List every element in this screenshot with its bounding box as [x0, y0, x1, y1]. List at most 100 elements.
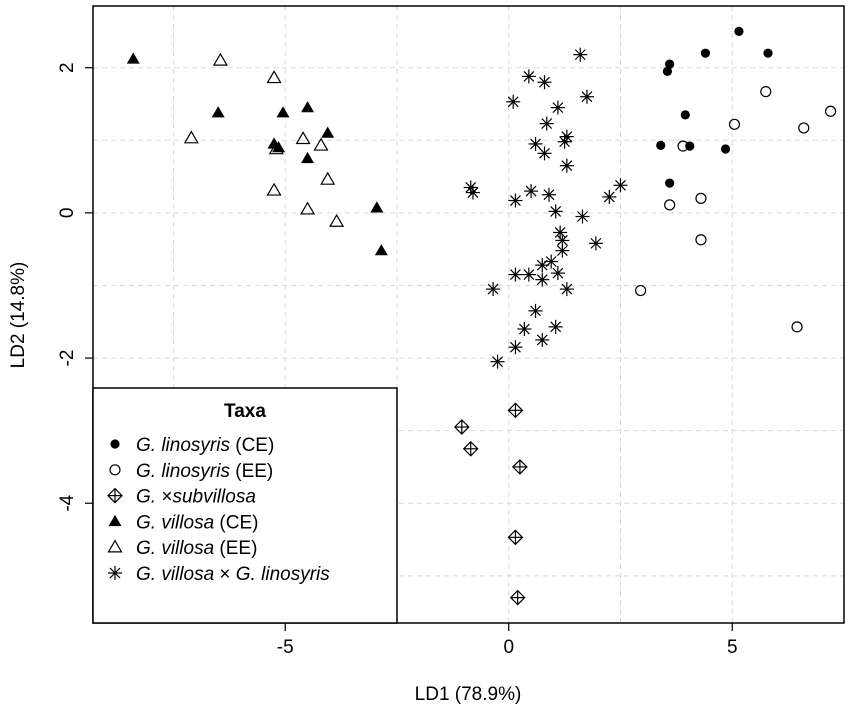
data-point — [734, 26, 744, 37]
legend-marker — [108, 514, 122, 527]
data-point — [559, 158, 574, 173]
data-point-d2 — [574, 49, 586, 61]
data-point — [700, 48, 711, 58]
data-point — [539, 116, 554, 131]
data-point — [517, 322, 532, 337]
legend-label: G. linosyris (EE) — [136, 461, 273, 482]
data-point — [506, 94, 521, 109]
legend-label-part: (CE) — [214, 512, 258, 533]
data-point-d2 — [530, 138, 541, 150]
legend-label: G. linosyris (CE) — [136, 435, 274, 456]
legend-label-part: subvillosa — [172, 487, 255, 508]
series-1 — [635, 86, 837, 333]
legend-label: G. ×subvillosa — [136, 487, 256, 508]
data-point — [490, 354, 505, 369]
data-point — [313, 137, 329, 151]
data-point — [695, 234, 707, 246]
series-5 — [463, 47, 628, 369]
data-point — [824, 105, 837, 117]
data-point-d2 — [536, 334, 548, 346]
data-point — [535, 258, 550, 273]
series-0 — [656, 26, 773, 188]
data-point — [512, 459, 528, 475]
data-point-d2 — [487, 283, 499, 295]
data-point — [720, 144, 731, 154]
legend-marker — [109, 464, 121, 476]
data-point — [465, 185, 480, 200]
legend-label-part: (EE) — [230, 461, 273, 482]
legend-marker — [107, 487, 123, 504]
data-point — [268, 141, 284, 155]
data-point-d2 — [523, 269, 535, 281]
data-point — [680, 110, 690, 120]
data-point — [212, 52, 228, 66]
series-4 — [183, 52, 345, 227]
data-point-d2 — [541, 118, 553, 130]
data-point-d2 — [530, 305, 541, 317]
legend-label-part: G. villosa — [136, 538, 214, 559]
x-tick-label: -5 — [277, 637, 294, 658]
data-point — [295, 131, 311, 145]
y-tick-label: -4 — [57, 494, 78, 511]
legend-label-part: G. villosa — [136, 564, 214, 585]
axis-ticks: -5 0 5 -4 -2 0 2 — [57, 62, 738, 658]
data-point — [665, 59, 675, 69]
data-point — [508, 267, 523, 282]
data-point — [559, 129, 574, 144]
data-point — [575, 209, 590, 224]
data-point — [276, 106, 290, 118]
data-point — [763, 48, 773, 58]
data-point — [507, 529, 524, 546]
data-point-d2 — [525, 185, 537, 197]
data-point — [528, 136, 543, 151]
data-point — [486, 282, 501, 297]
data-point — [462, 440, 479, 457]
data-point-d2 — [465, 182, 477, 193]
data-point — [183, 130, 199, 144]
data-point-d2 — [510, 195, 521, 206]
series-3 — [126, 52, 388, 256]
y-axis-title: LD2 (14.8%) — [8, 262, 29, 369]
data-point — [573, 47, 588, 62]
data-point — [320, 171, 336, 185]
data-point — [553, 225, 568, 240]
data-point — [579, 89, 594, 104]
data-point — [635, 284, 647, 297]
data-point-d2 — [552, 102, 564, 114]
data-point — [664, 199, 676, 211]
data-point — [555, 243, 570, 258]
data-point-d2 — [554, 227, 566, 238]
data-point — [613, 178, 628, 193]
data-point — [557, 134, 572, 149]
plot-frame — [92, 5, 845, 624]
data-point-d2 — [536, 274, 548, 286]
data-point-d2 — [518, 323, 530, 335]
legend-label-part: × — [214, 564, 236, 585]
data-point — [509, 589, 526, 606]
data-point-d2 — [550, 206, 562, 217]
grid-lines — [93, 6, 845, 623]
data-point — [559, 282, 574, 297]
data-point-d2 — [507, 96, 519, 108]
data-point — [301, 151, 315, 164]
data-point-d2 — [539, 147, 550, 159]
data-point — [453, 419, 470, 435]
data-point-d2 — [590, 237, 602, 249]
y-tick-label: 2 — [57, 62, 78, 73]
data-point-d2 — [543, 189, 555, 201]
legend-marker-d2 — [109, 567, 121, 579]
data-point — [374, 244, 388, 256]
legend-marker — [107, 539, 123, 553]
data-point — [508, 193, 523, 208]
data-point — [300, 201, 316, 215]
legend-title: Taxa — [224, 401, 266, 422]
data-point — [370, 201, 384, 213]
legend-label-part: (EE) — [214, 538, 257, 559]
data-point-d2 — [510, 269, 521, 281]
data-point — [266, 70, 282, 84]
data-point — [301, 101, 315, 113]
data-point-d2 — [603, 191, 615, 203]
data-point — [541, 187, 556, 202]
legend-label: G. villosa × G. linosyris — [136, 564, 330, 585]
data-point — [535, 332, 550, 347]
